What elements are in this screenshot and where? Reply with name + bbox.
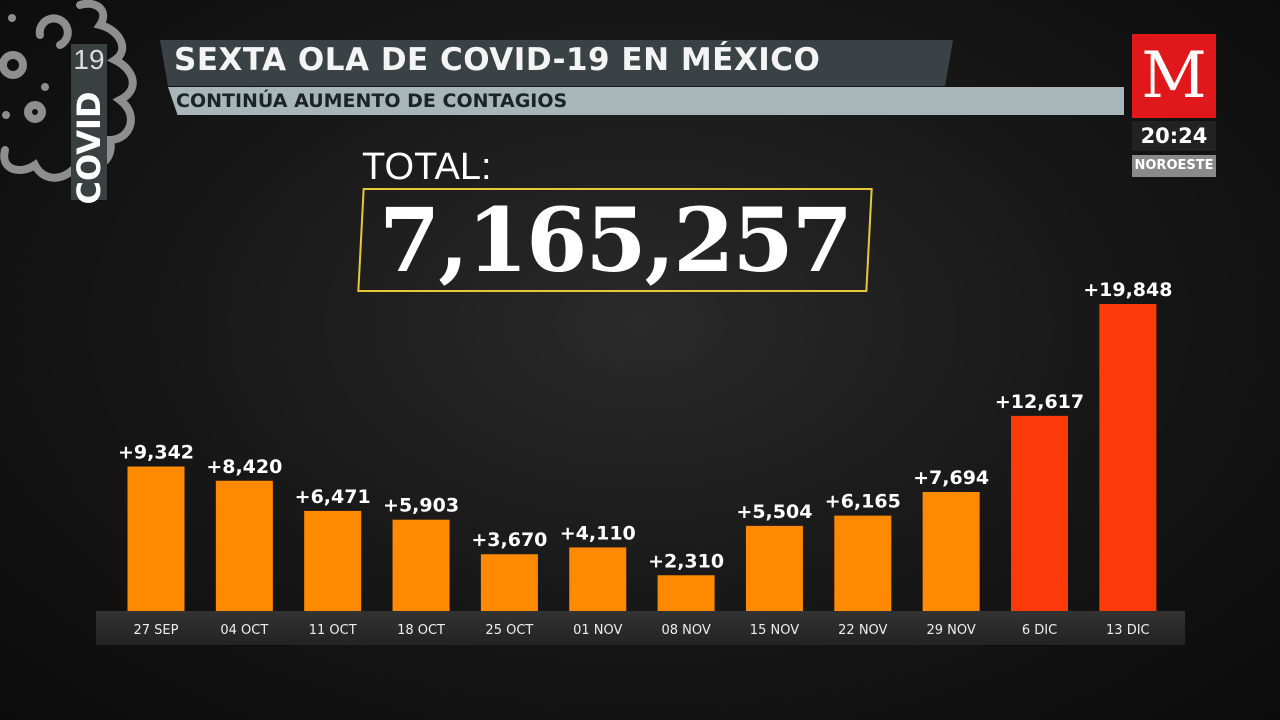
- clock: 20:24: [1132, 121, 1216, 151]
- data-label: +8,420: [206, 456, 282, 478]
- bar: [922, 491, 980, 611]
- x-tick-label: 6 DIC: [1022, 623, 1057, 638]
- x-tick-label: 11 OCT: [309, 623, 357, 638]
- x-tick-label: 25 OCT: [485, 623, 533, 638]
- bar: [1011, 415, 1068, 611]
- data-label: +9,342: [118, 442, 194, 464]
- bar: [480, 554, 538, 611]
- data-label: +6,471: [295, 486, 371, 508]
- bar: [569, 547, 627, 611]
- x-axis-strip: [96, 611, 1185, 645]
- subtitle-bar: [168, 87, 1124, 115]
- data-label: +19,848: [1083, 279, 1172, 301]
- x-tick-label: 15 NOV: [750, 623, 799, 638]
- data-label: +2,310: [648, 550, 724, 572]
- region-label: NOROESTE: [1132, 155, 1216, 177]
- bar: [215, 480, 273, 611]
- covid-badge-number: 19: [73, 44, 105, 75]
- bar: [745, 525, 803, 611]
- data-label: +12,617: [995, 391, 1084, 413]
- page-subtitle: CONTINÚA AUMENTO DE CONTAGIOS: [176, 90, 568, 112]
- data-label: +3,670: [471, 529, 547, 551]
- bar: [1099, 304, 1157, 611]
- bar: [127, 466, 185, 611]
- x-tick-label: 27 SEP: [134, 623, 179, 638]
- bar: [834, 515, 892, 611]
- data-label: +6,165: [825, 491, 901, 513]
- x-tick-label: 08 NOV: [661, 623, 710, 638]
- data-label: +5,903: [383, 495, 459, 517]
- total-value: 7,165,257: [379, 188, 853, 292]
- x-tick-label: 01 NOV: [573, 623, 622, 638]
- x-tick-label: 13 DIC: [1106, 623, 1150, 638]
- data-label: +5,504: [736, 501, 812, 523]
- data-label: +4,110: [560, 522, 636, 544]
- data-label: +7,694: [913, 467, 989, 489]
- title-bar: [160, 40, 953, 86]
- bar: [657, 575, 715, 611]
- x-tick-label: 22 NOV: [838, 623, 887, 638]
- covid-badge: 19 COVID: [70, 44, 108, 205]
- bar: [392, 519, 450, 611]
- x-tick-label: 04 OCT: [220, 623, 268, 638]
- x-tick-label: 18 OCT: [397, 623, 445, 638]
- page-title: SEXTA OLA DE COVID-19 EN MÉXICO: [174, 42, 821, 78]
- channel-logo: M: [1132, 34, 1216, 118]
- total-label: TOTAL:: [362, 146, 492, 188]
- x-tick-label: 29 NOV: [927, 623, 976, 638]
- bar: [304, 510, 362, 611]
- virus-icon: [0, 0, 137, 182]
